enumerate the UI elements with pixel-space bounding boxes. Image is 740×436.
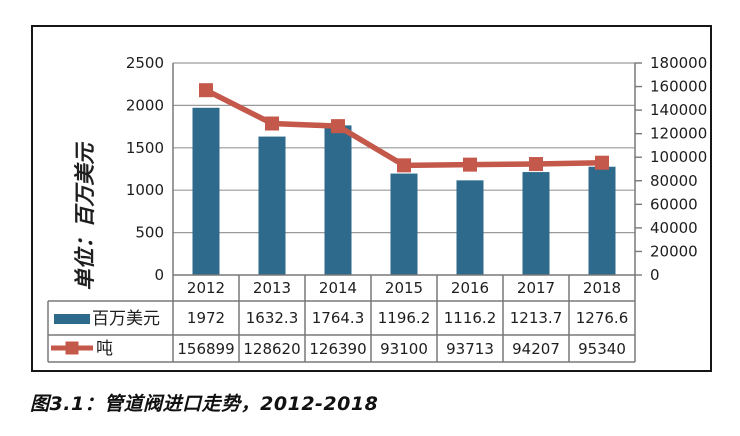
table-cell-line-value: 93100 xyxy=(380,340,428,358)
right-axis-tick-label: 80000 xyxy=(650,172,698,190)
line-marker xyxy=(265,116,279,131)
bar xyxy=(258,136,286,275)
chart-figure-frame: 单位：百万美元 0 500 1000 1500 2000 2500 0 20000 40000 6… xyxy=(31,25,712,372)
right-axis-tick-label: 20000 xyxy=(650,242,698,260)
figure-caption: 图3.1：管道阀进口走势，2012-2018 xyxy=(30,393,379,415)
table-cell-bar-value: 1764.3 xyxy=(312,309,365,327)
left-axis-tick-label: 2000 xyxy=(126,96,164,114)
legend-bar-swatch xyxy=(54,314,90,324)
chart-plot-layer: 0 500 1000 1500 2000 2500 0 20000 40000 60000 8000… xyxy=(47,54,707,363)
table-cell-line-value: 93713 xyxy=(446,340,494,358)
table-cell-bar-value: 1972 xyxy=(187,309,225,327)
left-axis-tick-label: 1000 xyxy=(126,181,164,199)
right-axis-tick-label: 120000 xyxy=(650,125,707,143)
line-marker xyxy=(331,119,345,134)
table-cell-line-value: 128620 xyxy=(243,340,300,358)
x-tick-label: 2013 xyxy=(253,279,291,297)
combo-chart-canvas: 单位：百万美元 0 500 1000 1500 2000 2500 0 20000 40000 6… xyxy=(47,54,707,363)
line-marker xyxy=(595,155,609,170)
x-tick-label: 2014 xyxy=(319,279,357,297)
left-axis-tick-label: 500 xyxy=(135,224,164,242)
right-axis-tick-label: 140000 xyxy=(650,101,707,119)
right-axis-tick-label: 100000 xyxy=(650,148,707,166)
table-cell-bar-value: 1213.7 xyxy=(510,309,563,327)
table-cell-line-value: 94207 xyxy=(512,340,560,358)
table-cell-bar-value: 1196.2 xyxy=(378,309,431,327)
legend-line-label: 吨 xyxy=(96,339,113,359)
bar xyxy=(522,172,550,275)
left-axis-title: 单位：百万美元 xyxy=(73,142,97,291)
line-marker xyxy=(529,157,543,172)
table-cell-bar-value: 1632.3 xyxy=(246,309,299,327)
x-tick-label: 2018 xyxy=(583,279,621,297)
bar xyxy=(192,107,220,275)
bar xyxy=(324,125,352,275)
x-tick-label: 2015 xyxy=(385,279,423,297)
right-axis-tick-label: 40000 xyxy=(650,219,698,237)
table-cell-line-value: 95340 xyxy=(578,340,626,358)
table-cell-line-value: 126390 xyxy=(309,340,366,358)
table-cell-bar-value: 1116.2 xyxy=(444,309,497,327)
left-axis-tick-label: 2500 xyxy=(126,54,164,72)
line-marker xyxy=(463,157,477,172)
bar xyxy=(588,166,616,275)
table-cell-line-value: 156899 xyxy=(177,340,234,358)
bar xyxy=(390,173,418,275)
legend-bar-label: 百万美元 xyxy=(92,309,160,329)
x-tick-label: 2016 xyxy=(451,279,489,297)
left-axis-tick-label: 1500 xyxy=(126,139,164,157)
bar xyxy=(456,180,484,275)
x-tick-label: 2017 xyxy=(517,279,555,297)
left-axis-tick-label: 0 xyxy=(154,266,164,284)
legend-line-marker xyxy=(65,341,79,355)
line-marker xyxy=(199,83,213,98)
right-axis-tick-label: 60000 xyxy=(650,195,698,213)
table-cell-bar-value: 1276.6 xyxy=(576,309,629,327)
right-axis-tick-label: 0 xyxy=(650,266,660,284)
right-axis-tick-label: 160000 xyxy=(650,78,707,96)
x-tick-label: 2012 xyxy=(187,279,225,297)
right-axis-tick-label: 180000 xyxy=(650,54,707,72)
line-marker xyxy=(397,158,411,173)
